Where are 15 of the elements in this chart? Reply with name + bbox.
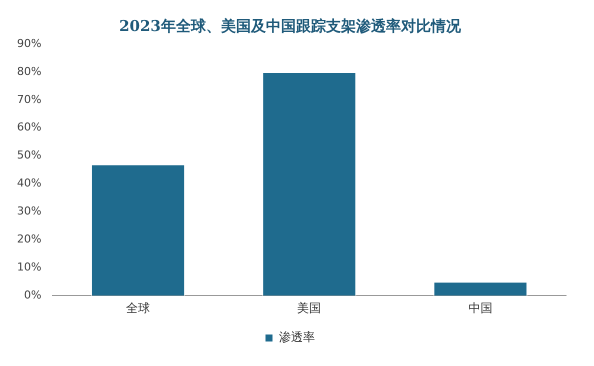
y-tick-label: 60% xyxy=(16,120,42,134)
y-tick-label: 0% xyxy=(24,288,42,302)
y-tick-label: 50% xyxy=(16,148,42,162)
y-tick-label: 30% xyxy=(16,204,42,218)
x-tick-label: 美国 xyxy=(297,300,322,315)
y-tick-label: 70% xyxy=(16,92,42,106)
y-tick-label: 90% xyxy=(16,36,42,50)
x-tick-label: 全球 xyxy=(126,300,150,315)
legend-label: 渗透率 xyxy=(279,330,315,344)
y-tick-label: 40% xyxy=(16,176,42,190)
y-tick-label: 80% xyxy=(16,64,42,78)
y-tick-label: 20% xyxy=(16,232,42,246)
x-tick-label: 中国 xyxy=(468,300,492,315)
y-tick-label: 10% xyxy=(16,260,42,274)
chart-title: 2023年全球、美国及中国跟踪支架渗透率对比情况 xyxy=(119,16,462,35)
